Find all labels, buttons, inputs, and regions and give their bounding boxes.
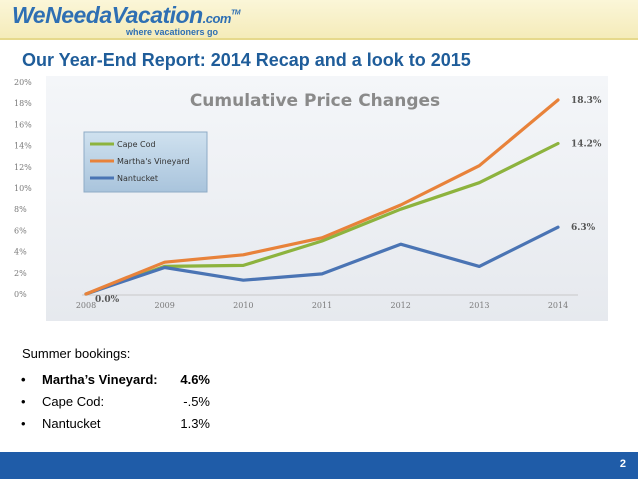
y-tick-label: 4%	[14, 248, 27, 257]
x-tick-label: 2011	[312, 301, 332, 310]
logo-dotcom: .com	[202, 11, 232, 26]
x-tick-label: 2013	[469, 301, 489, 310]
bookings-heading: Summer bookings:	[22, 346, 131, 361]
bookings-item-marthas-vineyard: • Martha’s Vineyard: 4.6%	[21, 369, 322, 391]
bookings-item-value: 1.3%	[180, 416, 210, 431]
plot-background	[46, 76, 608, 321]
bookings-item-name: Martha’s Vineyard:	[42, 372, 158, 387]
y-tick-label: 6%	[14, 226, 27, 235]
series-end-label: 18.3%	[571, 96, 602, 106]
bullet-icon: •	[21, 394, 26, 409]
chart-title: Cumulative Price Changes	[190, 91, 440, 111]
page-number: 2	[619, 458, 626, 470]
y-tick-label: 8%	[14, 205, 27, 214]
y-tick-label: 14%	[14, 142, 32, 151]
y-tick-label: 16%	[14, 120, 32, 129]
logo-bar: WeNeedaVacation.comTM where vacationers …	[0, 0, 638, 40]
y-tick-label: 10%	[14, 184, 32, 193]
bookings-item-name: Cape Cod:	[42, 394, 105, 409]
series-line	[84, 98, 560, 296]
series-end-label: 6.3%	[571, 223, 596, 233]
slide-title: Our Year-End Report: 2014 Recap and a lo…	[22, 50, 471, 70]
bookings-item-value: 4.6%	[180, 372, 210, 387]
bookings-list: • Martha’s Vineyard: 4.6% • Cape Cod: -.…	[21, 369, 322, 435]
x-tick-label: 2014	[548, 301, 568, 310]
legend-label: Cape Cod	[117, 140, 156, 149]
legend-label: Martha's Vineyard	[117, 157, 190, 166]
price-change-chart: 0% 2% 4% 6% 8% 10% 12% 14% 16% 18% 20% 2008 2009 2010…	[10, 76, 608, 321]
bullet-icon: •	[21, 372, 26, 387]
y-tick-label: 0%	[14, 290, 27, 299]
logo-trademark: TM	[230, 9, 241, 17]
logo[interactable]: WeNeedaVacation.comTM	[12, 2, 241, 29]
bookings-item-value: -.5%	[183, 394, 210, 409]
chart-svg: 0% 2% 4% 6% 8% 10% 12% 14% 16% 18% 20% 2008 2009 2010…	[14, 76, 608, 321]
x-tick-label: 2008	[76, 301, 96, 310]
x-tick-label: 2009	[154, 301, 174, 310]
logo-tagline: where vacationers go	[126, 27, 219, 37]
x-tick-label: 2012	[390, 301, 410, 310]
bookings-item-cape-cod: • Cape Cod: -.5%	[21, 391, 322, 413]
y-tick-label: 18%	[14, 99, 32, 108]
y-tick-label: 20%	[14, 78, 32, 87]
summer-bookings: Summer bookings: • Martha’s Vineyard: 4.…	[21, 346, 322, 435]
y-tick-label: 12%	[14, 163, 32, 172]
series-line	[84, 225, 560, 296]
bookings-item-name: Nantucket	[42, 416, 101, 431]
logo-text: WeNeedaVacation	[12, 2, 203, 28]
bullet-icon: •	[21, 416, 26, 431]
bookings-item-nantucket: • Nantucket 1.3%	[21, 413, 322, 435]
x-tick-label: 2010	[233, 301, 253, 310]
legend-label: Nantucket	[117, 174, 158, 183]
data-annotation: 0.0%	[95, 295, 120, 305]
footer-bar: 2	[0, 452, 638, 479]
series-end-label: 14.2%	[571, 139, 602, 149]
y-tick-label: 2%	[14, 269, 27, 278]
